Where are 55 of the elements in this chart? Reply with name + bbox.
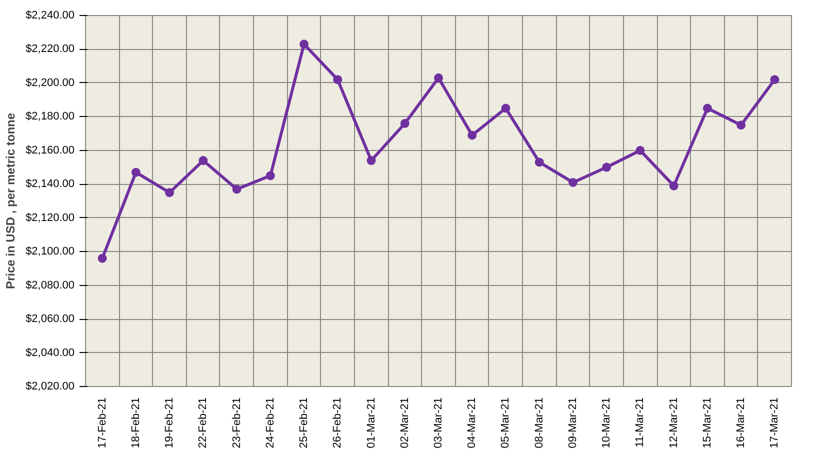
y-tick-label: $2,020.00: [26, 380, 74, 392]
point: [400, 118, 410, 128]
x-tick-label: 26-Feb-21: [332, 397, 344, 448]
x-tick-label: 23-Feb-21: [230, 397, 243, 448]
y-tick-label: $2,180.00: [26, 110, 74, 123]
x-tick-label: 24-Feb-21: [264, 397, 276, 448]
point: [534, 158, 544, 167]
x-tick-label: 12-Mar-21: [668, 397, 680, 448]
y-tick-label: $2,120.00: [26, 212, 74, 224]
point: [602, 162, 612, 172]
x-tick-label: 02-Mar-21: [398, 397, 411, 448]
point: [165, 188, 174, 198]
point: [366, 156, 376, 166]
point: [131, 168, 140, 177]
x-tick-label: 17-Feb-21: [96, 397, 108, 448]
point: [736, 120, 746, 130]
y-tick-label: $2,200.00: [26, 76, 74, 89]
point: [300, 40, 309, 49]
x-tick-label: 09-Mar-21: [566, 397, 579, 448]
x-tick-label: 22-Feb-21: [197, 397, 210, 448]
x-tick-label: 01-Mar-21: [365, 397, 378, 448]
x-tick-label: 10-Mar-21: [600, 397, 613, 448]
x-tick-label: 15-Mar-21: [701, 397, 714, 448]
point: [98, 254, 107, 263]
y-tick-label: $2,060.00: [26, 313, 74, 326]
x-tick-label: 05-Mar-21: [500, 397, 512, 448]
x-tick-label: 19-Feb-21: [164, 397, 176, 448]
point: [501, 104, 510, 113]
y-tick-label: $2,160.00: [26, 144, 74, 156]
y-tick-label: $2,240.00: [26, 10, 74, 22]
x-tick-label: 25-Feb-21: [298, 397, 310, 448]
x-tick-label: 03-Mar-21: [432, 397, 444, 448]
y-tick-label: $2,220.00: [26, 43, 74, 56]
point: [232, 184, 242, 194]
point: [702, 104, 712, 113]
point: [636, 146, 645, 155]
point: [468, 130, 477, 140]
point: [434, 73, 443, 82]
y-tick-label: $2,080.00: [26, 279, 74, 292]
x-tick-label: 04-Mar-21: [466, 397, 478, 448]
x-tick-label: 08-Mar-21: [533, 397, 546, 448]
x-tick-label: 17-Mar-21: [768, 397, 781, 448]
point: [333, 75, 342, 84]
point: [568, 178, 578, 187]
point: [770, 75, 780, 84]
x-tick-label: 16-Mar-21: [735, 397, 748, 448]
y-tick-label: $2,100.00: [26, 246, 74, 258]
x-tick-label: 11-Mar-21: [634, 397, 646, 448]
point: [669, 181, 678, 190]
y-axis-title: Price in USD , per metric tonne: [4, 112, 18, 290]
y-tick-label: $2,040.00: [26, 346, 74, 359]
y-tick-label: $2,140.00: [26, 178, 74, 190]
point: [198, 156, 208, 166]
point: [266, 171, 275, 180]
x-tick-label: 18-Feb-21: [130, 397, 142, 448]
